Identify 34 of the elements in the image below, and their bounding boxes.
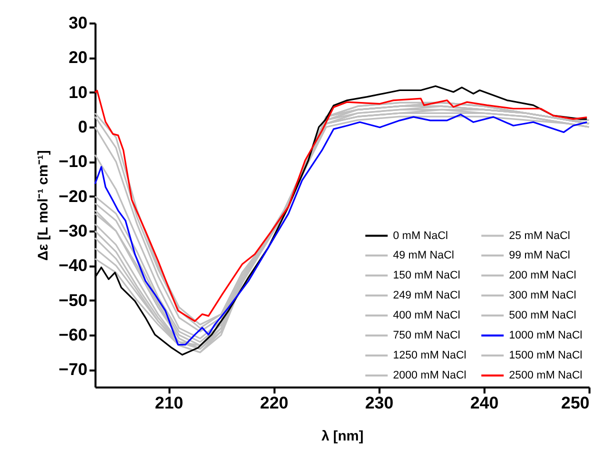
y-tick-label: −50 xyxy=(58,290,88,310)
y-tick-label: −70 xyxy=(58,360,88,380)
y-tick-label: −40 xyxy=(58,256,88,276)
legend-label: 2000 mM NaCl xyxy=(393,370,466,382)
x-tick-label: 240 xyxy=(470,394,499,412)
y-tick-label: 30 xyxy=(68,14,88,32)
x-tick-label: 210 xyxy=(154,394,184,412)
legend-label: 0 mM NaCl xyxy=(393,230,448,242)
y-tick-label: 20 xyxy=(68,48,88,68)
y-tick-label: 0 xyxy=(78,118,88,136)
legend-label: 2500 mM NaCl xyxy=(509,370,582,382)
y-tick-label: −60 xyxy=(58,326,88,344)
x-axis-title: λ [nm] xyxy=(322,428,364,444)
legend-label: 750 mM NaCl xyxy=(393,330,460,342)
legend-label: 25 mM NaCl xyxy=(509,230,570,242)
legend-label: 200 mM NaCl xyxy=(509,270,576,282)
legend-label: 1500 mM NaCl xyxy=(509,350,582,362)
legend-label: 300 mM NaCl xyxy=(509,290,576,302)
legend-label: 500 mM NaCl xyxy=(509,310,576,322)
y-tick-label: −20 xyxy=(58,186,88,206)
legend-label: 1250 mM NaCl xyxy=(393,350,466,362)
legend-label: 1000 mM NaCl xyxy=(509,330,582,342)
legend-label: 400 mM NaCl xyxy=(393,310,460,322)
y-tick-label: 10 xyxy=(68,82,88,102)
x-tick-label: 230 xyxy=(365,394,394,412)
legend-label: 150 mM NaCl xyxy=(393,270,460,282)
x-tick-label: 220 xyxy=(260,394,288,412)
y-tick-label: −10 xyxy=(58,152,88,172)
x-tick-label: 250 xyxy=(561,394,590,412)
y-axis-title: Δε [L mol⁻¹ cm⁻¹] xyxy=(34,150,51,261)
legend-label: 249 mM NaCl xyxy=(393,290,460,302)
legend-label: 99 mM NaCl xyxy=(509,250,570,262)
legend-label: 49 mM NaCl xyxy=(393,250,454,262)
y-tick-label: −30 xyxy=(58,222,88,240)
